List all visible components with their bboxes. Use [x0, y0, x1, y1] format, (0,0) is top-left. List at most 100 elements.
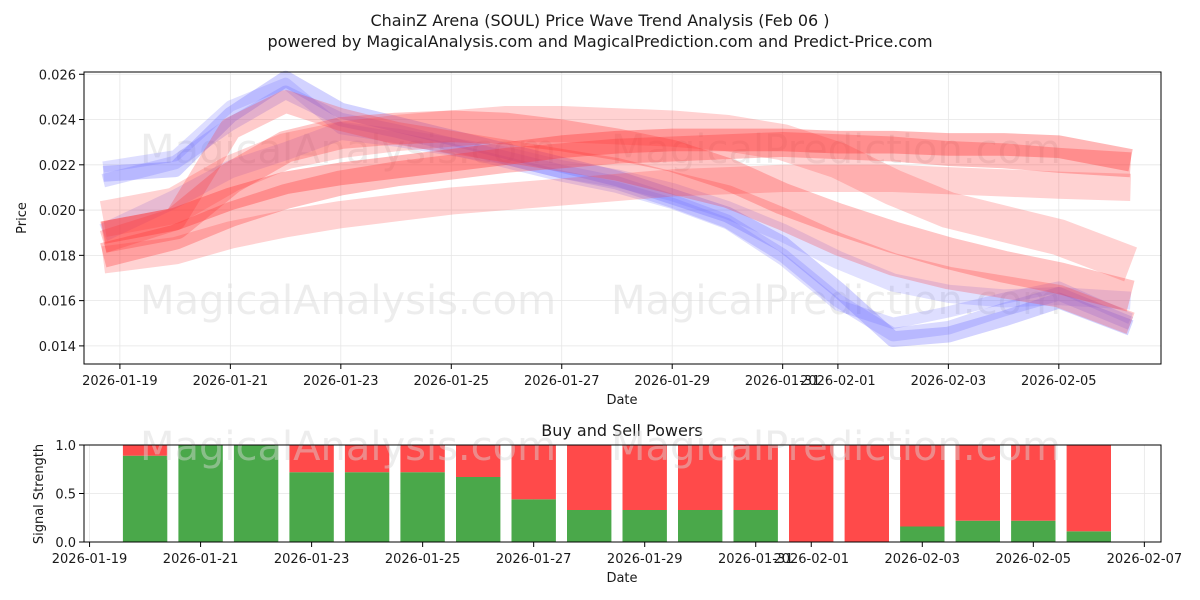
watermark-analysis-top: MagicalAnalysis.com [140, 127, 556, 173]
price-x-tick-label: 2026-02-03 [911, 374, 987, 389]
series-red-wave-2 [100, 110, 1135, 312]
buy-bar [678, 510, 723, 542]
price-plot-frame [84, 72, 1161, 364]
sell-bar [789, 445, 834, 542]
power-x-tick-label: 2026-01-19 [52, 552, 128, 567]
price-y-tick-label: 0.016 [39, 295, 76, 310]
watermark-analysis-bottom: MagicalAnalysis.com [140, 424, 556, 470]
price-y-tick-label: 0.022 [39, 159, 76, 174]
price-x-tick-label: 2026-01-21 [193, 374, 269, 389]
sell-bar [900, 445, 945, 527]
sell-bar [733, 445, 778, 510]
power-plot: Buy and Sell Powers MagicalAnalysis.com … [32, 421, 1182, 586]
sell-bar [567, 445, 612, 510]
buy-bar [567, 510, 612, 542]
power-x-tick-label: 2026-02-01 [773, 552, 849, 567]
price-series [99, 70, 1138, 348]
power-y-tick-label: 1.0 [55, 439, 76, 454]
sell-bar [344, 445, 390, 473]
power-x-tick-label: 2026-01-23 [274, 552, 350, 567]
sell-bar [955, 445, 1000, 521]
series-red-wave-3 [101, 164, 1132, 274]
price-x-tick-label: 2026-01-29 [634, 374, 710, 389]
power-x-tick-label: 2026-02-03 [885, 552, 961, 567]
price-y-tick-label: 0.020 [39, 204, 76, 219]
power-y-tick-label: 0.0 [55, 536, 76, 551]
buy-bar [955, 520, 1000, 542]
series-red-wave-6 [100, 131, 1132, 268]
buy-bar [122, 455, 168, 542]
price-y-ticks: 0.014 0.016 0.018 0.020 0.022 0.024 0.026 [39, 68, 84, 355]
series-red-wave-5 [99, 90, 1135, 334]
buy-bar [900, 526, 945, 542]
price-x-tick-label: 2026-01-31 [745, 374, 821, 389]
price-y-tick-label: 0.024 [39, 114, 76, 129]
sell-bar [844, 445, 889, 542]
series-red-wave-1 [101, 128, 1133, 244]
buy-bar [733, 510, 778, 542]
buy-bar [400, 472, 445, 542]
price-plot: MagicalAnalysis.com MagicalPrediction.co… [15, 68, 1162, 408]
power-x-label: Date [606, 571, 637, 586]
power-watermarks: MagicalAnalysis.com MagicalPrediction.co… [140, 424, 1061, 470]
power-x-tick-label: 2026-01-21 [163, 552, 239, 567]
chart-title-line2: powered by MagicalAnalysis.com and Magic… [267, 32, 932, 51]
series-blue-wave-2 [101, 85, 1134, 342]
price-x-label: Date [606, 393, 637, 408]
power-x-tick-label: 2026-01-31 [718, 552, 794, 567]
price-x-tick-label: 2026-01-19 [82, 374, 158, 389]
price-watermarks: MagicalAnalysis.com MagicalPrediction.co… [140, 127, 1061, 324]
sell-bar [1011, 445, 1056, 521]
price-y-label: Price [15, 202, 30, 234]
price-x-tick-label: 2026-02-05 [1021, 374, 1097, 389]
price-x-tick-label: 2026-01-25 [414, 374, 490, 389]
series-red-wave-4 [99, 105, 1138, 282]
price-x-tick-label: 2026-01-27 [524, 374, 600, 389]
power-x-tick-label: 2026-01-27 [496, 552, 572, 567]
watermark-analysis-mid: MagicalAnalysis.com [140, 278, 556, 324]
price-x-tick-label: 2026-01-23 [303, 374, 379, 389]
power-x-tick-label: 2026-02-05 [996, 552, 1072, 567]
price-y-tick-label: 0.018 [39, 249, 76, 264]
buy-bar [233, 445, 279, 542]
power-title: Buy and Sell Powers [541, 421, 703, 440]
buy-bar [1066, 531, 1111, 542]
chart-title-line1: ChainZ Arena (SOUL) Price Wave Trend Ana… [370, 11, 829, 30]
sell-bar [1066, 445, 1111, 532]
price-y-tick-label: 0.014 [39, 340, 76, 355]
buy-bar [511, 499, 556, 542]
power-y-ticks: 0.0 0.5 1.0 [55, 439, 84, 551]
watermark-prediction-mid: MagicalPrediction.com [611, 278, 1061, 324]
price-plot-border [83, 71, 1162, 365]
sell-bar [622, 445, 667, 510]
buy-bar [289, 472, 334, 542]
sell-bar [456, 445, 501, 477]
buy-bar [1011, 520, 1056, 542]
power-x-tick-label: 2026-02-07 [1107, 552, 1183, 567]
series-blue-wave-4 [99, 121, 1132, 310]
power-x-ticks: 2026-01-19 2026-01-21 2026-01-23 2026-01-25… [52, 542, 1182, 567]
price-y-tick-label: 0.026 [39, 68, 76, 83]
sell-bar [678, 445, 723, 510]
buy-bar [622, 510, 667, 542]
series-blue-wave-1 [102, 70, 1134, 348]
buy-bar [456, 477, 501, 542]
price-gridlines [84, 72, 1161, 364]
watermark-prediction-bottom: MagicalPrediction.com [611, 424, 1061, 470]
power-x-tick-label: 2026-01-25 [385, 552, 461, 567]
price-x-ticks: 2026-01-19 2026-01-21 2026-01-23 2026-01-25… [82, 364, 1097, 389]
sell-bar [511, 445, 556, 500]
sell-bar [122, 445, 168, 456]
power-y-tick-label: 0.5 [55, 488, 76, 503]
buy-bar [344, 472, 390, 542]
series-blue-wave-3 [102, 77, 1133, 329]
buy-bar [178, 445, 223, 542]
sell-bar [400, 445, 445, 473]
power-bars [122, 445, 1111, 542]
price-x-tick-label: 2026-02-01 [800, 374, 876, 389]
sell-bar [289, 445, 334, 473]
power-y-label: Signal Strength [32, 444, 47, 544]
watermark-prediction-top: MagicalPrediction.com [611, 127, 1061, 173]
power-x-tick-label: 2026-01-29 [607, 552, 683, 567]
